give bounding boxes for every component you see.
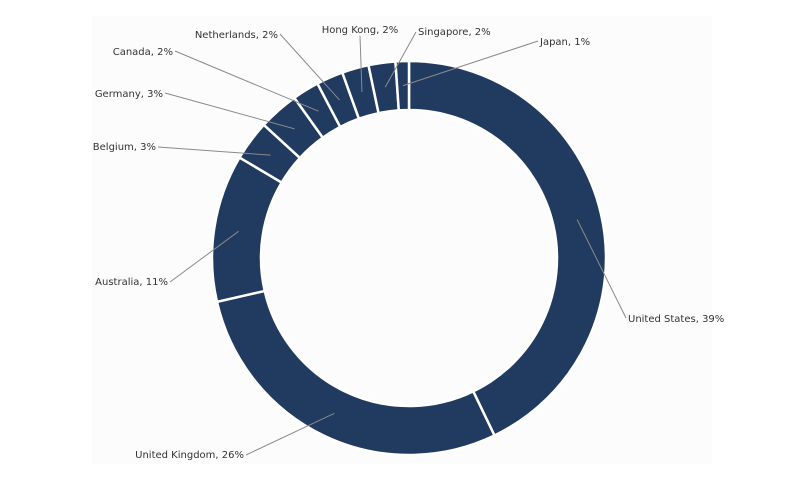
leader-line-netherlands: [279, 33, 340, 101]
leader-line-canada: [174, 50, 319, 112]
leader-line-germany: [164, 92, 295, 130]
leader-line-united-kingdom: [245, 412, 335, 456]
data-label-japan: Japan, 1%: [539, 37, 590, 48]
data-label-united-kingdom: United Kingdom, 26%: [135, 450, 244, 461]
leader-line-japan: [402, 40, 539, 87]
leader-line-hong-kong: [359, 35, 363, 93]
slice-united-kingdom: [215, 289, 497, 457]
data-labels-layer: United States, 39% United Kingdom, 26% Aus…: [93, 25, 725, 461]
leader-line-united-states: [576, 219, 627, 319]
data-label-germany: Germany, 3%: [95, 89, 163, 100]
leader-lines-layer: [157, 31, 627, 456]
data-label-belgium: Belgium, 3%: [93, 142, 156, 153]
slice-australia: [210, 155, 284, 304]
data-label-canada: Canada, 2%: [113, 47, 173, 58]
data-label-australia: Australia, 11%: [95, 277, 168, 288]
slices-layer: [210, 59, 608, 457]
data-label-netherlands: Netherlands, 2%: [195, 30, 278, 41]
data-label-singapore: Singapore, 2%: [418, 27, 491, 38]
data-label-hong-kong: Hong Kong, 2%: [322, 25, 399, 36]
slice-japan: [394, 59, 411, 112]
data-label-united-states: United States, 39%: [628, 314, 724, 325]
leader-line-australia: [169, 230, 239, 283]
leader-line-belgium: [157, 146, 271, 156]
leader-line-singapore: [384, 31, 417, 88]
slice-united-states: [407, 59, 608, 438]
